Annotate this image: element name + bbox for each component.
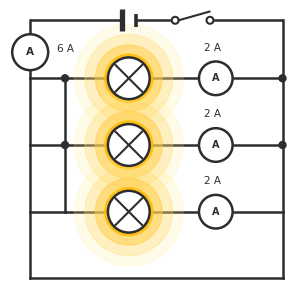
Text: A: A — [212, 207, 219, 217]
Circle shape — [74, 157, 183, 266]
Circle shape — [279, 142, 286, 148]
Text: 6 A: 6 A — [57, 44, 74, 54]
Circle shape — [74, 91, 183, 199]
Circle shape — [108, 57, 150, 99]
Circle shape — [95, 45, 162, 112]
Circle shape — [85, 101, 173, 189]
Circle shape — [199, 61, 233, 95]
Circle shape — [61, 75, 68, 82]
Text: A: A — [212, 140, 219, 150]
Circle shape — [105, 121, 153, 169]
Circle shape — [199, 195, 233, 229]
Text: A: A — [26, 47, 34, 57]
Circle shape — [95, 178, 162, 245]
Circle shape — [206, 17, 213, 24]
Circle shape — [279, 75, 286, 82]
Circle shape — [108, 191, 150, 233]
Circle shape — [105, 188, 153, 236]
Circle shape — [61, 142, 68, 148]
Text: 2 A: 2 A — [204, 110, 221, 119]
Circle shape — [12, 34, 48, 70]
Text: 2 A: 2 A — [204, 43, 221, 53]
Text: 2 A: 2 A — [204, 176, 221, 186]
Circle shape — [74, 24, 183, 133]
Circle shape — [95, 112, 162, 178]
Circle shape — [199, 128, 233, 162]
Circle shape — [108, 124, 150, 166]
Circle shape — [105, 54, 153, 102]
Circle shape — [85, 168, 173, 255]
Text: A: A — [212, 73, 219, 83]
Circle shape — [172, 17, 179, 24]
Circle shape — [85, 35, 173, 122]
